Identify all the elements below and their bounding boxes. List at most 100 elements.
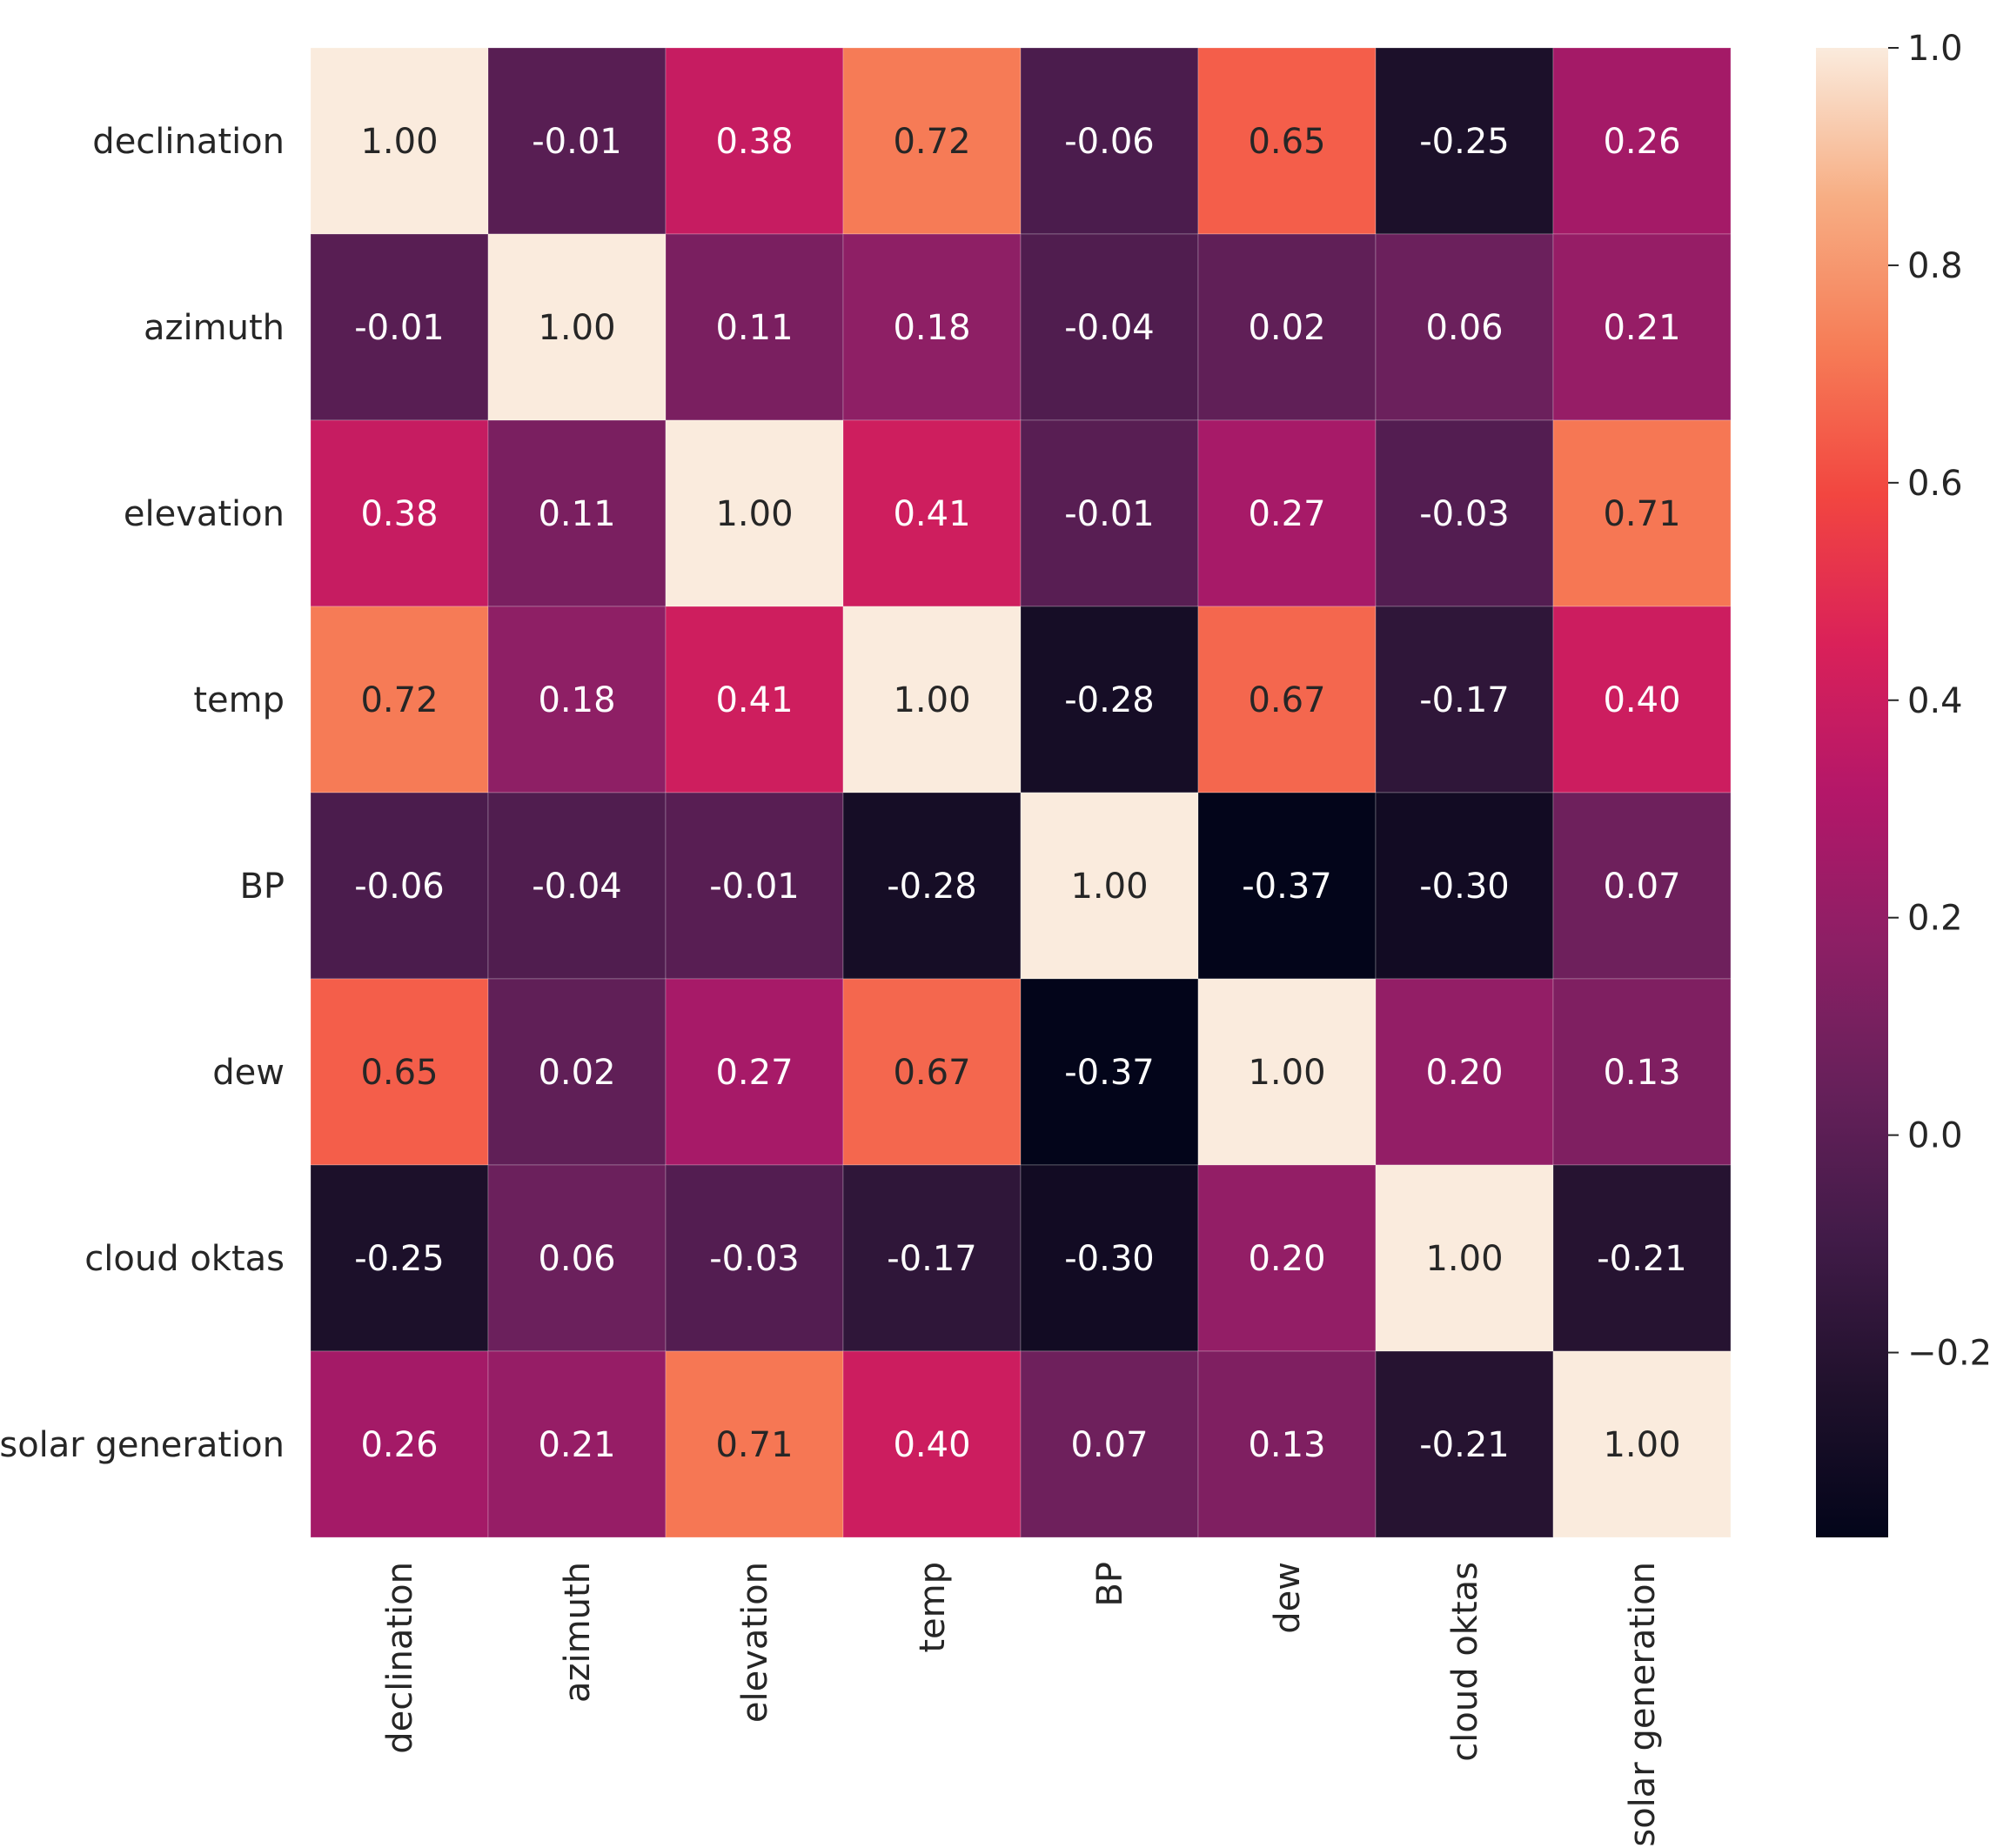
cell-value-declination-temp: 0.72: [893, 122, 970, 162]
cell-value-azimuth-dew: 0.02: [1248, 308, 1325, 348]
heatmap-cell-temp-bp: [1020, 606, 1199, 793]
heatmap-cell-bp-elevation: [665, 792, 844, 980]
cell-value-temp-solar-generation: 0.40: [1603, 680, 1680, 720]
cell-value-solar-generation-temp: 0.40: [893, 1425, 970, 1465]
heatmap-cell-azimuth-dew: [1197, 233, 1377, 421]
heatmap-cell-solar-generation-dew: [1197, 1350, 1377, 1538]
heatmap-cell-dew-elevation: [665, 978, 844, 1166]
heatmap-cell-cloud-oktas-solar-generation: [1552, 1164, 1732, 1352]
heatmap-cell-elevation-solar-generation: [1552, 419, 1732, 607]
cell-value-temp-azimuth: 0.18: [538, 680, 615, 720]
cell-value-bp-solar-generation: 0.07: [1603, 867, 1680, 907]
heatmap-cell-dew-bp: [1020, 978, 1199, 1166]
cell-value-azimuth-cloud-oktas: 0.06: [1425, 308, 1503, 348]
cell-value-solar-generation-bp: 0.07: [1070, 1425, 1148, 1465]
cell-value-elevation-elevation: 1.00: [715, 494, 793, 534]
y-tick-label-azimuth: azimuth: [144, 308, 285, 348]
heatmap-cell-azimuth-bp: [1020, 233, 1199, 421]
colorbar-tick-label-0: 1.0: [1907, 29, 1963, 69]
colorbar-gradient: [1816, 48, 1888, 1537]
colorbar-tick-label-2: 0.6: [1907, 464, 1963, 504]
heatmap-cell-cloud-oktas-azimuth: [487, 1164, 667, 1352]
cell-value-dew-dew: 1.00: [1248, 1053, 1325, 1093]
heatmap-cell-temp-azimuth: [487, 606, 667, 793]
colorbar-tick-label-5: 0.0: [1907, 1116, 1963, 1156]
cell-value-solar-generation-cloud-oktas: -0.21: [1419, 1425, 1510, 1465]
cell-value-temp-bp: -0.28: [1064, 680, 1155, 720]
cell-value-elevation-solar-generation: 0.71: [1603, 494, 1680, 534]
heatmap-cell-solar-generation-azimuth: [487, 1350, 667, 1538]
cell-value-temp-elevation: 0.41: [715, 680, 793, 720]
x-tick-label-azimuth: azimuth: [558, 1562, 598, 1703]
heatmap-cell-bp-temp: [842, 792, 1022, 980]
heatmap-cell-temp-temp: [842, 606, 1022, 793]
cell-value-dew-azimuth: 0.02: [538, 1053, 615, 1093]
heatmap-cell-dew-solar-generation: [1552, 978, 1732, 1166]
cell-value-azimuth-bp: -0.04: [1064, 308, 1155, 348]
cell-value-cloud-oktas-solar-generation: -0.21: [1597, 1239, 1687, 1279]
cell-value-bp-dew: -0.37: [1242, 867, 1332, 907]
cell-value-dew-solar-generation: 0.13: [1603, 1053, 1680, 1093]
cell-value-cloud-oktas-dew: 0.20: [1248, 1239, 1325, 1279]
cell-value-declination-cloud-oktas: -0.25: [1419, 122, 1510, 162]
cell-value-bp-elevation: -0.01: [709, 867, 800, 907]
heatmap-cell-declination-dew: [1197, 47, 1377, 235]
heatmap-cell-bp-solar-generation: [1552, 792, 1732, 980]
cell-value-bp-cloud-oktas: -0.30: [1419, 867, 1510, 907]
cell-value-temp-dew: 0.67: [1248, 680, 1325, 720]
cell-value-declination-solar-generation: 0.26: [1603, 122, 1680, 162]
heatmap-cell-declination-solar-generation: [1552, 47, 1732, 235]
heatmap-cell-azimuth-cloud-oktas: [1375, 233, 1554, 421]
cell-value-cloud-oktas-declination: -0.25: [354, 1239, 445, 1279]
heatmap-cell-elevation-temp: [842, 419, 1022, 607]
cell-value-solar-generation-dew: 0.13: [1248, 1425, 1325, 1465]
heatmap-cell-declination-cloud-oktas: [1375, 47, 1554, 235]
cell-value-elevation-declination: 0.38: [360, 494, 438, 534]
cell-value-azimuth-solar-generation: 0.21: [1603, 308, 1680, 348]
heatmap-cell-solar-generation-elevation: [665, 1350, 844, 1538]
heatmap-cell-azimuth-azimuth: [487, 233, 667, 421]
heatmap-cell-declination-declination: [310, 47, 489, 235]
heatmap-cell-bp-cloud-oktas: [1375, 792, 1554, 980]
cell-value-bp-azimuth: -0.04: [532, 867, 622, 907]
colorbar: 1.0 0.8 0.6 0.4 0.2 0.0 −0.2: [1816, 29, 1992, 1537]
cell-value-elevation-azimuth: 0.11: [538, 494, 615, 534]
x-axis-tick-labels: declination azimuth elevation temp BP dew clou…: [380, 1562, 1663, 1847]
heatmap-cell-solar-generation-bp: [1020, 1350, 1199, 1538]
cell-value-elevation-cloud-oktas: -0.03: [1419, 494, 1510, 534]
cell-value-declination-declination: 1.00: [360, 122, 438, 162]
heatmap-cell-bp-bp: [1020, 792, 1199, 980]
cell-value-azimuth-declination: -0.01: [354, 308, 445, 348]
cell-value-declination-elevation: 0.38: [715, 122, 793, 162]
cell-value-bp-bp: 1.00: [1070, 867, 1148, 907]
heatmap-cell-azimuth-solar-generation: [1552, 233, 1732, 421]
cell-value-solar-generation-azimuth: 0.21: [538, 1425, 615, 1465]
cell-value-elevation-temp: 0.41: [893, 494, 970, 534]
y-tick-label-bp: BP: [239, 867, 285, 907]
colorbar-tick-label-1: 0.8: [1907, 246, 1963, 286]
cell-value-solar-generation-elevation: 0.71: [715, 1425, 793, 1465]
heatmap-cell-elevation-elevation: [665, 419, 844, 607]
cell-value-dew-cloud-oktas: 0.20: [1425, 1053, 1503, 1093]
y-axis-tick-labels: declination azimuth elevation temp BP dew clou…: [0, 122, 285, 1465]
y-tick-label-temp: temp: [193, 680, 285, 720]
cell-value-bp-declination: -0.06: [354, 867, 445, 907]
cell-value-azimuth-temp: 0.18: [893, 308, 970, 348]
colorbar-tick-label-3: 0.4: [1907, 681, 1963, 721]
cell-value-dew-bp: -0.37: [1064, 1053, 1155, 1093]
cell-value-temp-declination: 0.72: [360, 680, 438, 720]
cell-value-bp-temp: -0.28: [887, 867, 977, 907]
cell-value-cloud-oktas-azimuth: 0.06: [538, 1239, 615, 1279]
heatmap-cell-temp-declination: [310, 606, 489, 793]
heatmap-cell-cloud-oktas-declination: [310, 1164, 489, 1352]
heatmap-cell-declination-temp: [842, 47, 1022, 235]
cell-value-cloud-oktas-elevation: -0.03: [709, 1239, 800, 1279]
x-tick-label-declination: declination: [380, 1562, 420, 1754]
cell-value-declination-azimuth: -0.01: [532, 122, 622, 162]
heatmap-cell-declination-azimuth: [487, 47, 667, 235]
cell-value-azimuth-elevation: 0.11: [715, 308, 793, 348]
y-tick-label-solar-generation: solar generation: [0, 1425, 285, 1465]
heatmap-cell-elevation-bp: [1020, 419, 1199, 607]
colorbar-tick-label-4: 0.2: [1907, 899, 1963, 939]
